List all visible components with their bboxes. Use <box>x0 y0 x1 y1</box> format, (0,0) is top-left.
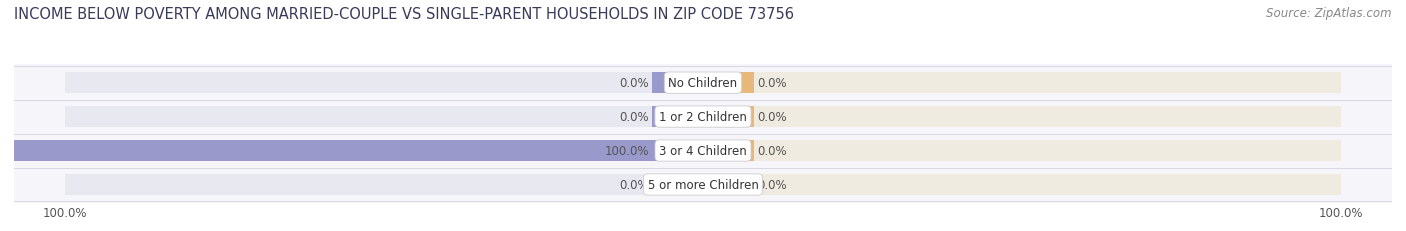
Bar <box>703 73 754 94</box>
Text: No Children: No Children <box>668 77 738 90</box>
Text: 0.0%: 0.0% <box>758 178 787 191</box>
Text: 5 or more Children: 5 or more Children <box>648 178 758 191</box>
Bar <box>703 73 1341 94</box>
Bar <box>703 106 754 128</box>
Bar <box>65 106 703 128</box>
Bar <box>703 174 754 195</box>
Bar <box>652 174 703 195</box>
Bar <box>14 140 703 161</box>
Bar <box>652 73 703 94</box>
Bar <box>65 174 703 195</box>
Text: 0.0%: 0.0% <box>758 144 787 157</box>
Text: Source: ZipAtlas.com: Source: ZipAtlas.com <box>1267 7 1392 20</box>
Text: 0.0%: 0.0% <box>758 111 787 124</box>
Bar <box>65 140 703 161</box>
Bar <box>703 140 1341 161</box>
Text: 0.0%: 0.0% <box>619 178 648 191</box>
Text: 0.0%: 0.0% <box>619 77 648 90</box>
Bar <box>703 140 754 161</box>
Bar <box>703 106 1341 128</box>
Text: 1 or 2 Children: 1 or 2 Children <box>659 111 747 124</box>
Bar <box>703 174 1341 195</box>
Text: 100.0%: 100.0% <box>605 144 648 157</box>
Bar <box>652 106 703 128</box>
Bar <box>65 73 703 94</box>
Text: 0.0%: 0.0% <box>619 111 648 124</box>
Text: INCOME BELOW POVERTY AMONG MARRIED-COUPLE VS SINGLE-PARENT HOUSEHOLDS IN ZIP COD: INCOME BELOW POVERTY AMONG MARRIED-COUPL… <box>14 7 794 22</box>
Text: 3 or 4 Children: 3 or 4 Children <box>659 144 747 157</box>
Text: 0.0%: 0.0% <box>758 77 787 90</box>
